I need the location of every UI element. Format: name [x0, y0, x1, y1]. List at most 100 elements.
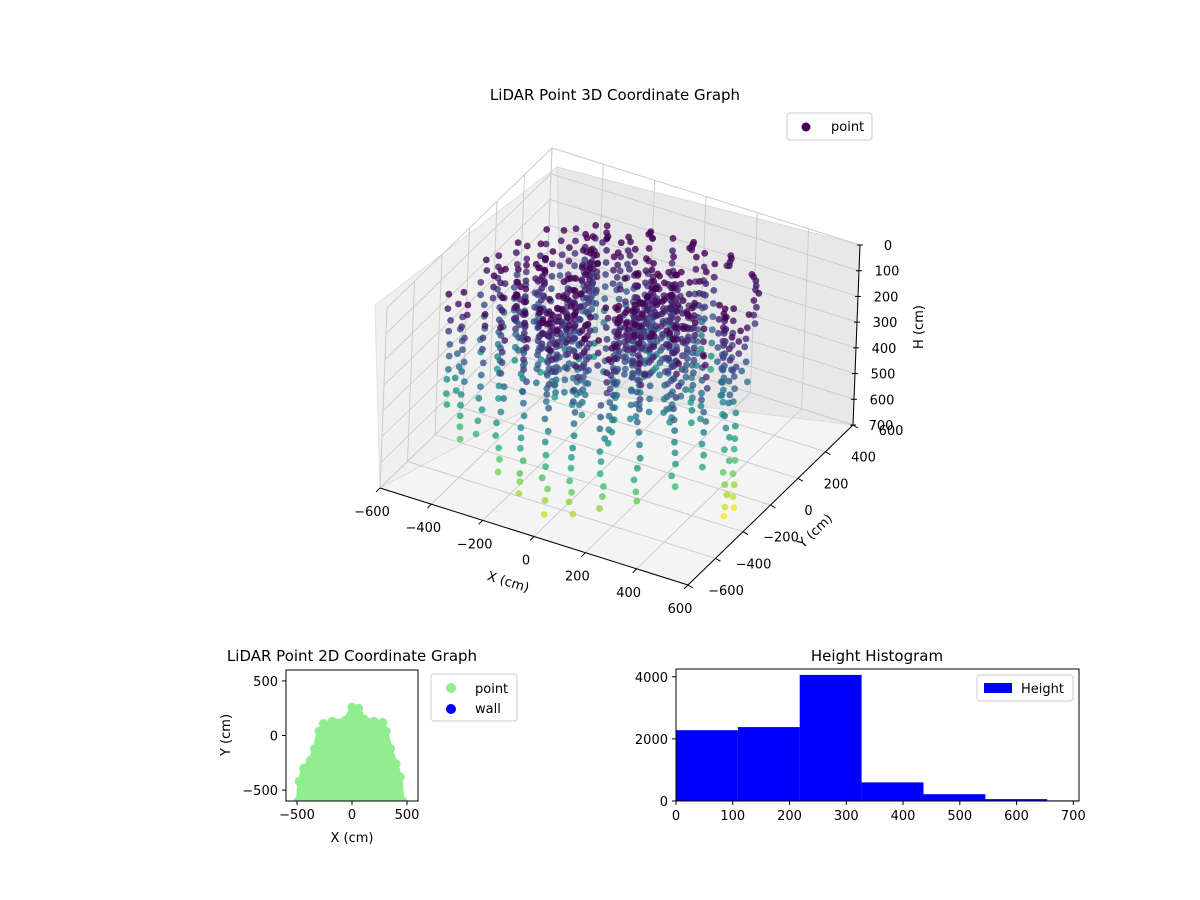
y-tick-3d [742, 531, 749, 536]
point-3d [631, 245, 639, 253]
point-3d [722, 424, 730, 432]
point-3d [533, 365, 541, 373]
point-3d [700, 325, 708, 333]
y-tick-label-3d: 200 [824, 477, 849, 492]
point-3d [593, 286, 600, 294]
point-2d [386, 744, 395, 754]
point-3d [495, 382, 503, 390]
point-3d [548, 272, 556, 280]
point-3d [648, 284, 656, 292]
point-3d [697, 415, 704, 423]
point-3d [725, 399, 733, 407]
point-3d [519, 457, 527, 465]
point-3d [753, 303, 760, 311]
point-3d [520, 366, 527, 373]
point-3d [603, 229, 610, 237]
point-3d [512, 325, 519, 333]
point-3d [669, 335, 677, 343]
point-3d [492, 432, 500, 439]
point-3d [617, 285, 624, 293]
point-3d [478, 406, 486, 414]
point-3d [702, 280, 710, 287]
point-3d [497, 279, 504, 287]
point-3d [498, 348, 506, 356]
grid-line [385, 173, 860, 335]
point-3d [534, 277, 542, 285]
point-3d [451, 374, 459, 382]
point-3d [571, 409, 579, 416]
y-tick-label-3d: 600 [879, 424, 904, 439]
point-3d [513, 278, 521, 286]
point-3d [671, 427, 678, 434]
point-3d [609, 391, 617, 399]
point-3d [602, 345, 610, 352]
point-3d [602, 271, 609, 278]
point-3d [548, 285, 555, 293]
point-3d [599, 239, 606, 246]
point-3d [537, 240, 545, 248]
point-3d [735, 338, 743, 345]
point-3d [575, 401, 583, 409]
point-3d [545, 381, 553, 388]
grid-line [380, 301, 855, 463]
point-3d [516, 470, 524, 477]
point-3d [589, 233, 597, 240]
point-3d [730, 445, 738, 453]
grid-line [379, 327, 854, 489]
point-3d [649, 234, 656, 242]
point-3d [636, 454, 644, 462]
point-3d [729, 317, 737, 325]
histogram-bars [676, 674, 1079, 801]
point-3d [479, 334, 487, 342]
point-3d [631, 301, 639, 309]
point-3d [623, 288, 630, 295]
point-3d [445, 290, 453, 298]
point-3d [546, 340, 554, 348]
point-3d [729, 493, 737, 500]
point-3d [537, 252, 544, 260]
point-3d [443, 401, 451, 408]
point-3d [538, 340, 546, 348]
point-3d [543, 391, 551, 398]
point-3d [645, 358, 653, 366]
point-3d [679, 297, 687, 304]
point-3d [636, 441, 643, 449]
point-3d [582, 379, 589, 387]
point-3d [542, 398, 550, 405]
y-tick-3d [770, 504, 776, 509]
point-3d [572, 292, 580, 300]
point-3d [544, 427, 552, 435]
point-3d [735, 350, 743, 357]
point-3d [602, 304, 610, 312]
point-2d [398, 796, 408, 801]
point-3d [560, 227, 568, 234]
chart-2d: LiDAR Point 2D Coordinate Graph −500 0 500… [219, 647, 518, 846]
point-3d [565, 498, 573, 506]
point-3d [460, 288, 468, 296]
point-3d [522, 285, 530, 293]
x-tick-label-histogram: 600 [1004, 809, 1029, 824]
point-3d [725, 377, 733, 385]
point-3d [571, 323, 578, 330]
point-3d [570, 386, 578, 394]
point-3d [679, 352, 686, 360]
point-3d [649, 291, 657, 299]
point-3d [627, 415, 634, 423]
point-3d [539, 319, 547, 326]
point-3d [565, 257, 573, 265]
point-3d [686, 279, 694, 286]
point-3d [686, 244, 693, 252]
grid-line [381, 276, 856, 437]
point-3d [477, 383, 484, 390]
point-3d [721, 314, 729, 322]
x-tick-3d [375, 487, 381, 493]
z-tick-label-3d: 400 [872, 342, 897, 357]
point-3d [622, 309, 629, 317]
point-3d [715, 330, 722, 337]
point-3d [511, 356, 519, 364]
point-3d [650, 260, 657, 267]
point-2d [347, 702, 357, 712]
point-3d [512, 249, 520, 256]
point-3d [665, 355, 672, 362]
point-3d [541, 497, 549, 504]
